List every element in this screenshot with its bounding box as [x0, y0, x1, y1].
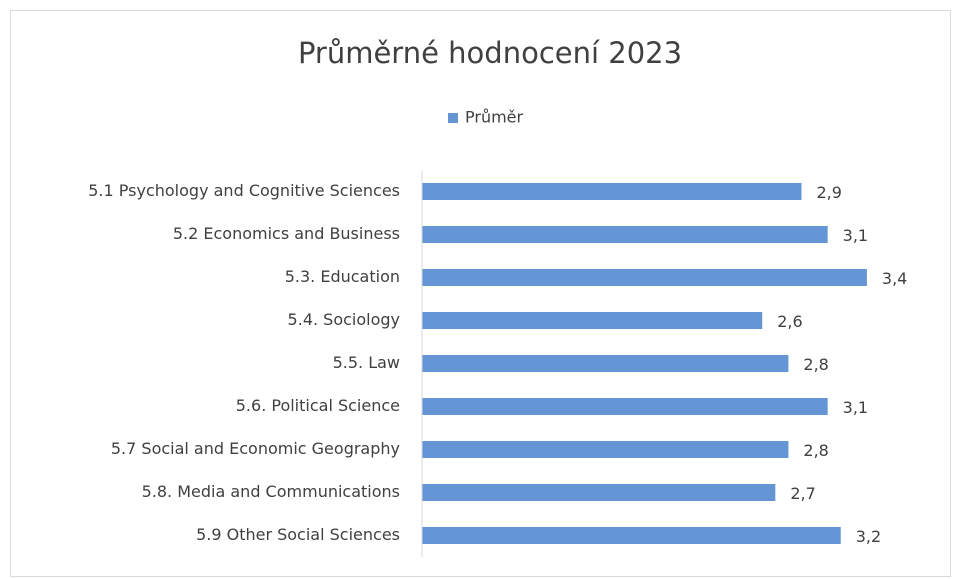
bar	[422, 484, 776, 501]
legend-label: Průměr	[465, 108, 524, 127]
y-tick-label: 5.4. Sociology	[288, 310, 400, 329]
y-tick-label: 5.9 Other Social Sciences	[196, 525, 400, 544]
y-tick-label: 5.2 Economics and Business	[173, 224, 400, 243]
bar	[422, 527, 841, 544]
bar	[422, 269, 867, 286]
value-label: 3,2	[856, 527, 881, 546]
value-label: 2,6	[777, 312, 802, 331]
y-tick-label: 5.6. Political Science	[236, 396, 400, 415]
bar	[422, 355, 789, 372]
chart-frame	[10, 10, 951, 577]
value-label: 3,1	[843, 398, 868, 417]
bar	[422, 183, 802, 200]
bar	[422, 226, 828, 243]
value-label: 2,8	[803, 441, 828, 460]
y-tick-label: 5.3. Education	[285, 267, 400, 286]
value-label: 2,8	[803, 355, 828, 374]
y-tick-label: 5.7 Social and Economic Geography	[111, 439, 400, 458]
bar	[422, 312, 763, 329]
chart-title: Průměrné hodnocení 2023	[298, 36, 682, 70]
value-label: 2,9	[816, 183, 841, 202]
y-tick-label: 5.1 Psychology and Cognitive Sciences	[88, 181, 400, 200]
legend-swatch	[448, 113, 458, 123]
bar	[422, 398, 828, 415]
y-tick-label: 5.5. Law	[333, 353, 400, 372]
value-label: 3,4	[882, 269, 907, 288]
value-label: 2,7	[790, 484, 815, 503]
value-label: 3,1	[843, 226, 868, 245]
bar	[422, 441, 789, 458]
y-tick-label: 5.8. Media and Communications	[142, 482, 400, 501]
